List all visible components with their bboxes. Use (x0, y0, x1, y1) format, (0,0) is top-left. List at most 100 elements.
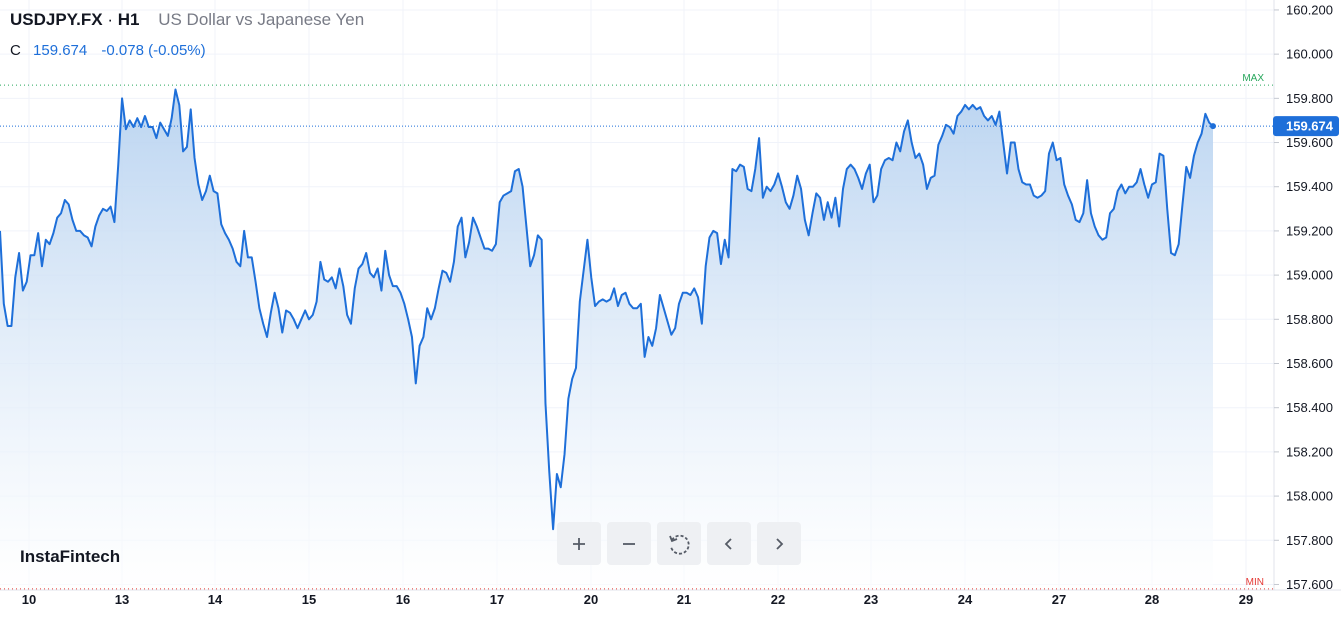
price-point (823, 219, 824, 220)
close-value: 159.674 (33, 42, 88, 59)
price-point (793, 195, 794, 196)
time-axis[interactable]: 10 13 14 15 16 17 20 21 22 23 24 27 28 29 (0, 589, 1341, 632)
price-point (1186, 166, 1187, 167)
price-point (1209, 122, 1210, 123)
price-point (884, 160, 885, 161)
price-point (1106, 237, 1107, 238)
price-point (591, 277, 592, 278)
x-tick-label: 22 (771, 592, 785, 607)
price-point (1121, 184, 1122, 185)
price-point (808, 235, 809, 236)
x-tick-label: 29 (1239, 592, 1253, 607)
price-axis[interactable]: 160.200 160.000 159.800 159.600 159.400 159.2… (1273, 0, 1341, 632)
price-point (621, 295, 622, 296)
price-point (38, 233, 39, 234)
price-point (198, 184, 199, 185)
price-point (3, 303, 4, 304)
price-point (282, 332, 283, 333)
price-point (827, 202, 828, 203)
price-point (320, 261, 321, 262)
timeframe-label[interactable]: H1 (117, 10, 140, 29)
price-point (549, 471, 550, 472)
symbol-name[interactable]: USDJPY.FX (10, 10, 103, 29)
price-point (240, 266, 241, 267)
price-point (904, 131, 905, 132)
y-tick-label: 158.400 (1286, 400, 1333, 415)
price-point (865, 173, 866, 174)
price-point (373, 277, 374, 278)
price-point (579, 301, 580, 302)
price-point (1144, 184, 1145, 185)
price-point (862, 188, 863, 189)
price-point (316, 301, 317, 302)
price-point (68, 204, 69, 205)
scroll-left-button[interactable] (707, 522, 751, 565)
price-point (831, 217, 832, 218)
minus-icon (623, 542, 635, 545)
price-point (347, 314, 348, 315)
price-point (633, 308, 634, 309)
price-point (778, 173, 779, 174)
price-tag-box (1273, 116, 1339, 137)
price-point (186, 146, 187, 147)
price-point (209, 175, 210, 176)
price-point (411, 336, 412, 337)
price-point (1010, 142, 1011, 143)
price-point (999, 111, 1000, 112)
reset-view-button[interactable] (657, 522, 701, 565)
price-point (583, 270, 584, 271)
price-point (465, 257, 466, 258)
price-point (1167, 208, 1168, 209)
price-point (175, 89, 176, 90)
change-value: -0.078 (-0.05%) (101, 42, 206, 59)
zoom-out-button[interactable] (607, 522, 651, 565)
price-point (797, 175, 798, 176)
price-point (1213, 126, 1214, 127)
price-point (1117, 191, 1118, 192)
price-point (915, 157, 916, 158)
price-point (740, 164, 741, 165)
price-point (564, 454, 565, 455)
price-point (640, 303, 641, 304)
price-point (553, 529, 554, 530)
price-point (888, 157, 889, 158)
price-point (534, 255, 535, 256)
price-point (160, 122, 161, 123)
price-point (610, 299, 611, 300)
price-point (518, 169, 519, 170)
price-point (839, 226, 840, 227)
y-tick-label: 159.200 (1286, 223, 1333, 238)
price-point (846, 169, 847, 170)
price-point (785, 202, 786, 203)
price-point (419, 345, 420, 346)
price-point (362, 264, 363, 265)
price-point (251, 257, 252, 258)
price-point (663, 308, 664, 309)
price-point (858, 177, 859, 178)
plus-icon (573, 537, 585, 550)
y-tick-label: 160.000 (1286, 47, 1333, 62)
price-point (1087, 180, 1088, 181)
price-point (781, 186, 782, 187)
price-point (919, 153, 920, 154)
price-point (274, 292, 275, 293)
price-point (431, 319, 432, 320)
price-point (812, 213, 813, 214)
price-point (83, 235, 84, 236)
scroll-right-button[interactable] (757, 522, 801, 565)
price-point (1125, 193, 1126, 194)
price-point (49, 244, 50, 245)
price-point (350, 323, 351, 324)
price-point (1151, 184, 1152, 185)
price-point (377, 268, 378, 269)
price-point (717, 233, 718, 234)
y-tick-label: 157.600 (1286, 577, 1333, 592)
price-point (26, 281, 27, 282)
price-point (930, 177, 931, 178)
zoom-in-button[interactable] (557, 522, 601, 565)
price-point (499, 202, 500, 203)
price-point (263, 323, 264, 324)
price-point (511, 191, 512, 192)
price-point (270, 312, 271, 313)
price-point (392, 286, 393, 287)
